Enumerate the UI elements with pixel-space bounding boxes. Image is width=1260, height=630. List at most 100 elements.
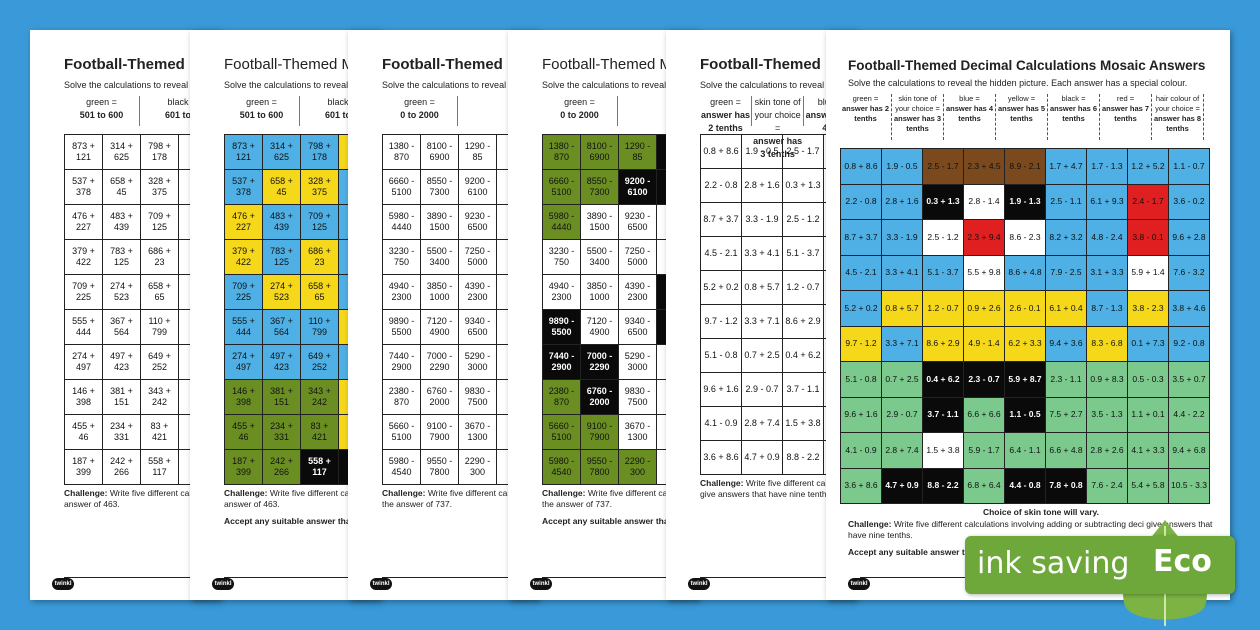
grid-cell: 5.1 - 3.7 bbox=[783, 237, 824, 271]
grid-cell: 3.6 + 8.6 bbox=[841, 468, 882, 504]
grid-cell: 4.5 - 2.1 bbox=[841, 255, 882, 291]
grid-cell: 8100 - 6900 bbox=[421, 135, 459, 170]
sheet-title: Football-Themed M bbox=[224, 56, 355, 73]
colour-key-colour: green = bbox=[246, 97, 277, 107]
colour-key-colour: skin tone of your choice = bbox=[895, 94, 940, 113]
worksheet-6-answers: Football-Themed Decimal Calculations Mos… bbox=[826, 30, 1230, 600]
grid-cell: 6.1 + 9.3 bbox=[1087, 184, 1128, 220]
grid-cell: 314 + 625 bbox=[103, 135, 141, 170]
grid-cell: 2.8 + 7.4 bbox=[882, 433, 923, 469]
grid-cell: 9340 - 6500 bbox=[459, 310, 497, 345]
grid-cell: 2290 - 300 bbox=[619, 450, 657, 485]
grid-cell: 709 + 225 bbox=[225, 275, 263, 310]
grid-cell: 146 + 398 bbox=[225, 380, 263, 415]
grid-cell: 0.5 - 0.3 bbox=[1128, 362, 1169, 398]
grid-cell: 1.9 - 0.5 bbox=[742, 135, 783, 169]
grid-cell: 274 + 523 bbox=[263, 275, 301, 310]
grid-cell: 7120 - 4900 bbox=[421, 310, 459, 345]
grid-cell: 5.5 + 9.8 bbox=[964, 255, 1005, 291]
grid-cell: 4.7 + 0.9 bbox=[882, 468, 923, 504]
grid-cell: 3.3 + 4.1 bbox=[882, 255, 923, 291]
footer-rule bbox=[382, 577, 538, 578]
challenge-body: Write five different calcu give answers … bbox=[700, 478, 837, 499]
grid-cell: 2290 - 300 bbox=[459, 450, 497, 485]
sheet-subtitle: Solve the calculations to reveal bbox=[542, 80, 667, 90]
twinkl-logo: twinkl bbox=[212, 578, 234, 590]
grid-cell: 1.2 + 5.2 bbox=[1128, 149, 1169, 185]
accept-note: Accept any suitable answer that in bbox=[542, 516, 682, 526]
grid-cell: 1.5 + 3.8 bbox=[923, 433, 964, 469]
grid-cell: 3.3 - 1.9 bbox=[742, 203, 783, 237]
grid-cell: 686 + 23 bbox=[141, 240, 179, 275]
grid-cell: 2.8 + 7.4 bbox=[742, 407, 783, 441]
challenge-text: Challenge: Write five different calcu gi… bbox=[700, 478, 848, 500]
colour-key-range: answer has 2 tenths bbox=[841, 104, 890, 123]
grid-cell: 4.1 - 0.9 bbox=[841, 433, 882, 469]
grid-cell: 2.9 - 0.7 bbox=[742, 373, 783, 407]
grid-cell: 10.5 - 3.3 bbox=[1169, 468, 1210, 504]
grid-cell: 2.9 - 0.7 bbox=[882, 397, 923, 433]
grid-cell: 274 + 497 bbox=[65, 345, 103, 380]
colour-key-colour: green = bbox=[852, 94, 879, 103]
grid-cell: 1.2 - 0.7 bbox=[783, 271, 824, 305]
grid-cell: 1290 - 85 bbox=[459, 135, 497, 170]
colour-key-range: answer has 2 tenths bbox=[701, 110, 751, 133]
grid-cell: 537 + 378 bbox=[225, 170, 263, 205]
grid-cell: 798 + 178 bbox=[141, 135, 179, 170]
twinkl-logo: twinkl bbox=[688, 578, 710, 590]
grid-cell: 4390 - 2300 bbox=[459, 275, 497, 310]
grid-cell: 9550 - 7800 bbox=[421, 450, 459, 485]
grid-cell: 3670 - 1300 bbox=[459, 415, 497, 450]
grid-cell: 5980 - 4540 bbox=[543, 450, 581, 485]
grid-cell: 3230 - 750 bbox=[543, 240, 581, 275]
grid-cell: 5.4 + 5.8 bbox=[1128, 468, 1169, 504]
grid-cell: 0.4 + 6.2 bbox=[923, 362, 964, 398]
grid-cell: 110 + 799 bbox=[301, 310, 339, 345]
grid-cell: 3850 - 1000 bbox=[581, 275, 619, 310]
grid-cell: 3.6 + 8.6 bbox=[701, 441, 742, 475]
worksheet-5: Football-Themed D Solve the calculations … bbox=[666, 30, 856, 600]
grid-cell: 9550 - 7800 bbox=[581, 450, 619, 485]
grid-cell: 649 + 252 bbox=[141, 345, 179, 380]
grid-cell: 3.8 - 2.3 bbox=[1128, 291, 1169, 327]
grid-cell: 4940 - 2300 bbox=[383, 275, 421, 310]
grid-cell: 5980 - 4440 bbox=[383, 205, 421, 240]
grid-cell: 187 + 399 bbox=[225, 450, 263, 485]
grid-cell: 455 + 46 bbox=[225, 415, 263, 450]
grid-cell: 558 + 117 bbox=[301, 450, 339, 485]
colour-key-range: answer has 7 tenths bbox=[1101, 104, 1150, 123]
grid-cell: 3.6 - 0.2 bbox=[1169, 184, 1210, 220]
grid-cell: 483 + 439 bbox=[103, 205, 141, 240]
grid-cell: 7000 - 2290 bbox=[581, 345, 619, 380]
grid-cell: 343 + 242 bbox=[141, 380, 179, 415]
challenge-body: Write five different calcula answer of 4… bbox=[64, 488, 207, 509]
grid-cell: 873 + 121 bbox=[225, 135, 263, 170]
grid-cell: 9.2 - 0.8 bbox=[1169, 326, 1210, 362]
grid-cell: 5500 - 3400 bbox=[421, 240, 459, 275]
grid-cell: 709 + 125 bbox=[141, 205, 179, 240]
eco-badge: ink saving Eco bbox=[965, 516, 1245, 626]
worksheet-1: Football-Themed Solve the calculations to… bbox=[30, 30, 220, 600]
grid-cell: 455 + 46 bbox=[65, 415, 103, 450]
colour-key-range: 601 to bbox=[164, 110, 191, 120]
colour-key: green = 0 to 2000 bbox=[382, 96, 538, 126]
grid-cell: 9200 - 6100 bbox=[459, 170, 497, 205]
grid-cell: 2.3 - 1.1 bbox=[1046, 362, 1087, 398]
colour-key-colour: black = bbox=[1061, 94, 1086, 103]
challenge-text: Challenge: Write five different calcul t… bbox=[542, 488, 690, 510]
colour-key-range: answer has 3 tenths bbox=[753, 136, 803, 159]
twinkl-logo: twinkl bbox=[370, 578, 392, 590]
sheet-title: Football-Themed Me bbox=[542, 56, 681, 73]
grid-cell: 537 + 378 bbox=[65, 170, 103, 205]
grid-cell: 3.3 + 4.1 bbox=[742, 237, 783, 271]
grid-cell: 381 + 151 bbox=[103, 380, 141, 415]
grid-cell: 9830 - 7500 bbox=[459, 380, 497, 415]
grid-cell: 709 + 225 bbox=[65, 275, 103, 310]
challenge-text: Challenge: Write five different calcula … bbox=[64, 488, 212, 510]
grid-cell: 4940 - 2300 bbox=[543, 275, 581, 310]
grid-cell: 9830 - 7500 bbox=[619, 380, 657, 415]
grid-cell: 3890 - 1500 bbox=[581, 205, 619, 240]
grid-cell: 6.4 - 1.1 bbox=[1005, 433, 1046, 469]
grid-cell: 658 + 65 bbox=[141, 275, 179, 310]
grid-cell: 9200 - 6100 bbox=[619, 170, 657, 205]
